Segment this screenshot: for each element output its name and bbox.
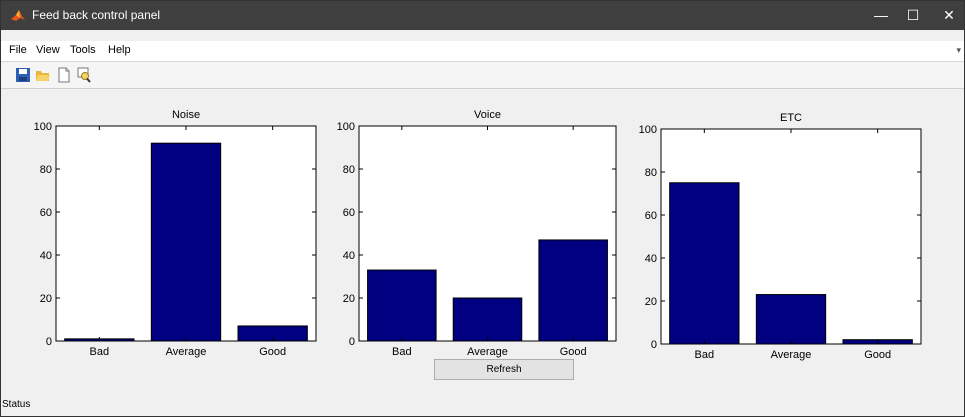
bar-average [755, 294, 827, 345]
y-tick-label: 40 [40, 250, 52, 262]
menu-view[interactable]: View [36, 44, 60, 56]
charts-area: Noise 0 20 40 60 80 100 Bad Average Good Voice 0 20 4… [34, 109, 922, 361]
y-tick-label: 100 [639, 124, 657, 136]
chart-title: Voice [474, 109, 501, 121]
x-tick-label: Bad [90, 346, 110, 358]
close-button[interactable]: ✕ [943, 7, 955, 23]
y-tick-label: 40 [645, 253, 657, 265]
y-tick-label: 80 [343, 164, 355, 176]
y-tick-label: 0 [349, 336, 355, 348]
menu-help[interactable]: Help [108, 44, 131, 56]
minimize-button[interactable]: — [874, 7, 888, 23]
y-tick-label: 20 [40, 293, 52, 305]
new-document-icon[interactable] [56, 67, 72, 83]
y-tick-label: 100 [337, 121, 355, 133]
maximize-button[interactable]: ☐ [906, 7, 920, 23]
y-tick-label: 100 [34, 121, 52, 133]
status-label: Status [2, 399, 31, 410]
y-tick-label: 60 [343, 207, 355, 219]
x-tick-label: Bad [695, 349, 715, 361]
y-tick-label: 60 [40, 207, 52, 219]
bar-average [150, 142, 222, 342]
bar-bad [669, 182, 740, 345]
x-tick-label: Good [259, 346, 286, 358]
bar-good [538, 239, 608, 342]
menu-overflow-icon[interactable]: ▾ [956, 45, 961, 55]
matlab-icon [11, 10, 25, 21]
x-tick-label: Average [166, 346, 207, 358]
y-tick-label: 0 [46, 336, 52, 348]
chart-title: Noise [172, 109, 200, 121]
x-tick-label: Bad [392, 346, 412, 358]
bar-average [452, 297, 523, 342]
x-tick-label: Average [467, 346, 508, 358]
print-preview-icon[interactable] [76, 67, 92, 83]
menu-file[interactable]: File [9, 44, 27, 56]
save-icon[interactable] [15, 67, 31, 83]
menu-bar: File View Tools Help ▾ [1, 41, 964, 62]
x-tick-label: Good [560, 346, 587, 358]
open-folder-icon[interactable] [35, 67, 51, 83]
window-title: Feed back control panel [32, 8, 161, 22]
chart-title: ETC [780, 112, 802, 124]
chart-noise: Noise 0 20 40 60 80 100 Bad Average Good [34, 109, 317, 358]
title-bar: Feed back control panel — ☐ ✕ [1, 1, 964, 30]
x-tick-label: Good [864, 349, 891, 361]
chart-etc: ETC 0 20 40 60 80 100 Bad Average Good [639, 112, 922, 361]
y-tick-label: 80 [645, 167, 657, 179]
y-tick-label: 60 [645, 210, 657, 222]
x-tick-label: Average [771, 349, 812, 361]
y-tick-label: 80 [40, 164, 52, 176]
bar-bad [367, 269, 437, 342]
y-tick-label: 20 [343, 293, 355, 305]
toolbar [1, 62, 964, 89]
chart-voice: Voice 0 20 40 60 80 100 Bad Average Good [337, 109, 617, 358]
y-tick-label: 20 [645, 296, 657, 308]
refresh-button[interactable]: Refresh [434, 359, 574, 380]
menu-tools[interactable]: Tools [70, 44, 96, 56]
y-tick-label: 40 [343, 250, 355, 262]
y-tick-label: 0 [651, 339, 657, 351]
